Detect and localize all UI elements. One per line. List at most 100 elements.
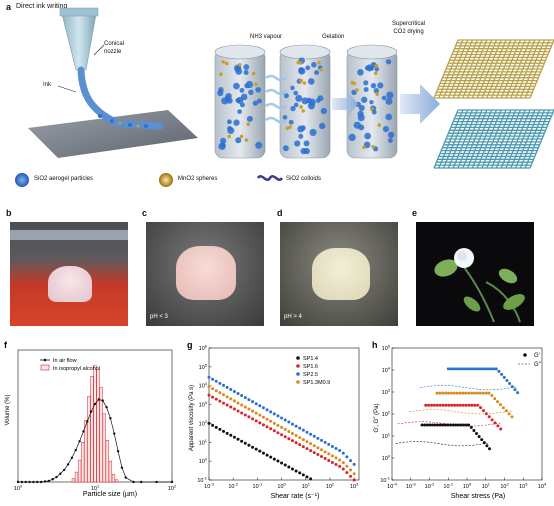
air-flow-point — [140, 480, 143, 484]
viscosity-point — [298, 443, 302, 447]
viscosity-point — [320, 438, 323, 442]
viscosity-point — [218, 427, 222, 431]
ipa-bar — [99, 387, 103, 483]
ipa-bar — [102, 413, 106, 483]
chart-g-xlabel: Shear rate (s⁻¹) — [271, 493, 320, 500]
air-flow-point — [32, 480, 35, 484]
legend-SP2.5: SP2.5 — [303, 372, 318, 378]
g-prime-point — [449, 423, 453, 427]
g-prime-point — [444, 391, 448, 395]
viscosity-point — [254, 419, 258, 423]
legend-marker — [296, 372, 300, 376]
viscosity-point — [272, 421, 276, 425]
viscosity-point — [312, 434, 316, 438]
viscosity-point — [341, 467, 345, 471]
viscosity-point — [254, 447, 258, 451]
air-flow-point — [116, 450, 120, 453]
chart-h-ylabel: G′, G″ (Pa) — [374, 404, 380, 433]
g-prime-point — [464, 403, 468, 407]
panel-g-letter: g — [187, 340, 193, 350]
g-prime-point — [458, 403, 462, 407]
g-prime-point — [464, 423, 468, 427]
conical-nozzle-shape — [61, 13, 97, 71]
viscosity-point — [261, 451, 265, 455]
x-tick-label: 10-1 — [443, 482, 453, 491]
g-prime-point — [470, 403, 474, 407]
viscosity-point — [338, 464, 342, 468]
panel-a-illustration — [15, 7, 554, 187]
g-prime-point — [475, 391, 479, 395]
air-flow-point — [78, 440, 81, 443]
g-prime-point — [500, 372, 504, 376]
viscosity-point — [272, 412, 276, 416]
viscosity-point — [341, 461, 345, 465]
viscosity-point — [214, 425, 218, 429]
air-flow-point — [28, 480, 31, 484]
viscosity-point — [352, 478, 356, 482]
viscosity-point — [283, 435, 287, 439]
air-flow-point — [20, 480, 24, 484]
chart-f-ylabel: Volume (%) — [5, 394, 11, 425]
g-prime-point — [444, 403, 448, 407]
g-prime-point — [420, 423, 424, 427]
viscosity-point — [316, 453, 320, 457]
g-prime-point — [487, 415, 491, 419]
air-flow-point — [109, 417, 112, 420]
viscosity-point — [225, 403, 229, 407]
viscosity-point — [207, 385, 211, 389]
legend-marker — [296, 380, 300, 384]
viscosity-point — [247, 407, 251, 411]
x-tick-label: 104 — [538, 482, 547, 491]
y-tick-label: 10-1 — [197, 476, 207, 485]
g-prime-point — [501, 406, 505, 410]
ph-lt-3-label: pH < 3 — [150, 314, 168, 320]
viscosity-point — [283, 418, 287, 422]
g-prime-point — [513, 388, 517, 392]
air-flow-point — [97, 398, 101, 401]
viscosity-point — [269, 427, 273, 431]
ipa-bar — [93, 365, 97, 483]
g-prime-point — [485, 444, 489, 448]
viscosity-point — [305, 447, 309, 451]
ipa-bar — [108, 460, 113, 483]
x-tick-label: 102 — [500, 482, 509, 491]
g-prime-point — [441, 391, 445, 395]
viscosity-point — [269, 419, 273, 423]
g-prime-point — [454, 423, 458, 427]
legend-SP1.4: SP1.4 — [303, 356, 318, 362]
viscosity-point — [232, 407, 236, 411]
gold-lattice — [433, 39, 554, 99]
y-tick-label: 101 — [382, 432, 391, 441]
g-prime-point — [425, 423, 429, 427]
y-tick-label: 102 — [382, 410, 391, 419]
viscosity-point — [330, 454, 334, 458]
viscosity-point — [214, 379, 218, 383]
viscosity-point — [243, 405, 247, 409]
viscosity-point — [276, 423, 280, 427]
g-prime-point — [489, 367, 493, 371]
y-tick-label: 105 — [199, 362, 208, 371]
g-prime-point — [481, 391, 485, 395]
viscosity-point — [352, 462, 356, 466]
viscosity-point — [341, 451, 345, 455]
y-tick-label: 104 — [199, 381, 208, 390]
viscosity-point — [269, 455, 273, 459]
viscosity-point — [251, 445, 255, 449]
air-flow-point — [93, 402, 97, 406]
blue-lattice — [433, 109, 554, 169]
g-prime-point — [432, 403, 436, 407]
viscosity-point — [290, 422, 294, 426]
x-tick-label: 103 — [519, 482, 528, 491]
viscosity-point — [320, 455, 323, 459]
x-tick-label: 10-4 — [387, 482, 397, 491]
viscosity-point — [225, 385, 229, 389]
g-prime-point — [496, 424, 500, 428]
viscosity-point — [265, 453, 269, 457]
viscosity-point — [294, 424, 298, 428]
air-flow-point — [120, 466, 124, 469]
viscosity-point — [301, 428, 305, 432]
g-prime-point — [478, 367, 482, 371]
viscosity-point — [298, 436, 302, 440]
viscosity-point — [276, 431, 280, 435]
sio2-particle-icon — [15, 173, 29, 187]
